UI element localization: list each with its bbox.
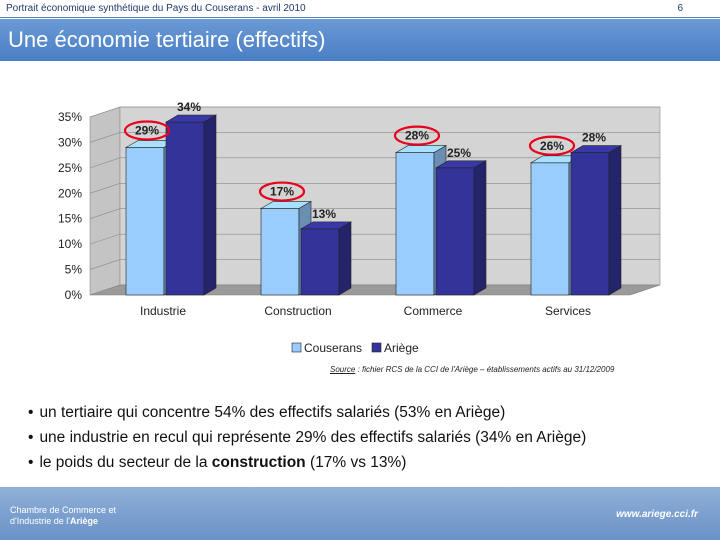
bullet-item: le poids du secteur de la construction (… [28, 454, 718, 472]
document-title: Portrait économique synthétique du Pays … [6, 3, 306, 14]
org-line-1: Chambre de Commerce et [10, 505, 117, 515]
x-category-label: Construction [264, 304, 331, 318]
y-tick-label: 10% [58, 237, 82, 251]
data-label-couserans: 28% [405, 129, 429, 143]
x-category-label: Industrie [140, 304, 186, 318]
bullet-text: une industrie en recul qui représente 29… [39, 429, 587, 446]
bullet-list: un tertiaire qui concentre 54% des effec… [28, 404, 718, 479]
bullet-emphasis: construction [211, 454, 306, 471]
gridline [89, 132, 660, 143]
org-line-2: d'Industrie de l' [10, 516, 70, 526]
data-label-couserans: 17% [270, 185, 294, 199]
data-label-couserans: 29% [135, 124, 159, 138]
slide-title: Une économie tertiaire (effectifs) [8, 27, 326, 52]
legend-label-couserans: Couserans [304, 341, 362, 355]
bar-ariege-side [473, 160, 487, 296]
data-label-couserans: 26% [540, 139, 564, 153]
title-banner: Une économie tertiaire (effectifs) [0, 19, 720, 61]
y-tick-label: 5% [65, 263, 83, 277]
page-number: 6 [677, 3, 683, 14]
bar-ariege-side [203, 114, 217, 296]
highlight-circle [258, 181, 306, 202]
y-tick-label: 15% [58, 212, 82, 226]
bar-ariege [570, 152, 610, 296]
y-tick-label: 30% [58, 135, 82, 149]
chart-side-wall [89, 106, 121, 296]
source-label: Source [330, 365, 356, 374]
header-divider [0, 17, 720, 18]
bar-ariege [165, 121, 205, 296]
highlight-circle [393, 125, 441, 146]
website-url: www.ariege.cci.fr [616, 509, 698, 520]
gridline [89, 157, 660, 169]
bar-ariege [300, 228, 340, 296]
data-label-ariege: 34% [177, 100, 201, 114]
highlight-circle [123, 120, 171, 141]
x-category-label: Commerce [404, 304, 463, 318]
bar-ariege-side [608, 145, 622, 296]
org-name-bold: Ariège [69, 516, 98, 526]
x-category-label: Services [545, 304, 591, 318]
y-tick-label: 25% [58, 161, 82, 175]
legend-swatch-ariege [371, 342, 382, 353]
bullet-item: un tertiaire qui concentre 54% des effec… [28, 404, 718, 422]
highlight-circle [528, 135, 576, 156]
bar-couserans [260, 208, 300, 296]
bar-couserans [395, 152, 435, 296]
header-bar: Portrait économique synthétique du Pays … [0, 0, 720, 18]
y-tick-label: 35% [58, 110, 82, 124]
gridline [89, 106, 660, 118]
source-note: Source : fichier RCS de la CCI de l'Ariè… [330, 365, 614, 374]
legend-swatch-couserans [291, 342, 302, 353]
y-tick-label: 20% [58, 186, 82, 200]
bullet-text: le poids du secteur de la [39, 454, 212, 471]
data-label-ariege: 13% [312, 207, 336, 221]
bullet-item: une industrie en recul qui représente 29… [28, 429, 718, 447]
bullet-text: un tertiaire qui concentre 54% des effec… [39, 404, 506, 421]
bar-ariege [435, 167, 475, 296]
data-label-ariege: 28% [582, 131, 606, 145]
cci-logo-text: Chambre de Commerce et d'Industrie de l'… [10, 505, 116, 527]
legend-label-ariege: Ariège [384, 341, 419, 355]
footer-bar: Chambre de Commerce et d'Industrie de l'… [0, 487, 720, 540]
y-tick-label: 0% [65, 288, 83, 302]
source-text: : fichier RCS de la CCI de l'Ariège – ét… [355, 365, 615, 374]
bar-couserans [125, 147, 165, 296]
bar-couserans [530, 162, 570, 296]
bar-chart: 0% 5% 10% 15% 20% 25% 30% 35% 29% 34% Industrie 17%… [58, 100, 661, 355]
bullet-text: (17% vs 13%) [305, 454, 407, 471]
bar-ariege-side [338, 221, 352, 296]
data-label-ariege: 25% [447, 146, 471, 160]
